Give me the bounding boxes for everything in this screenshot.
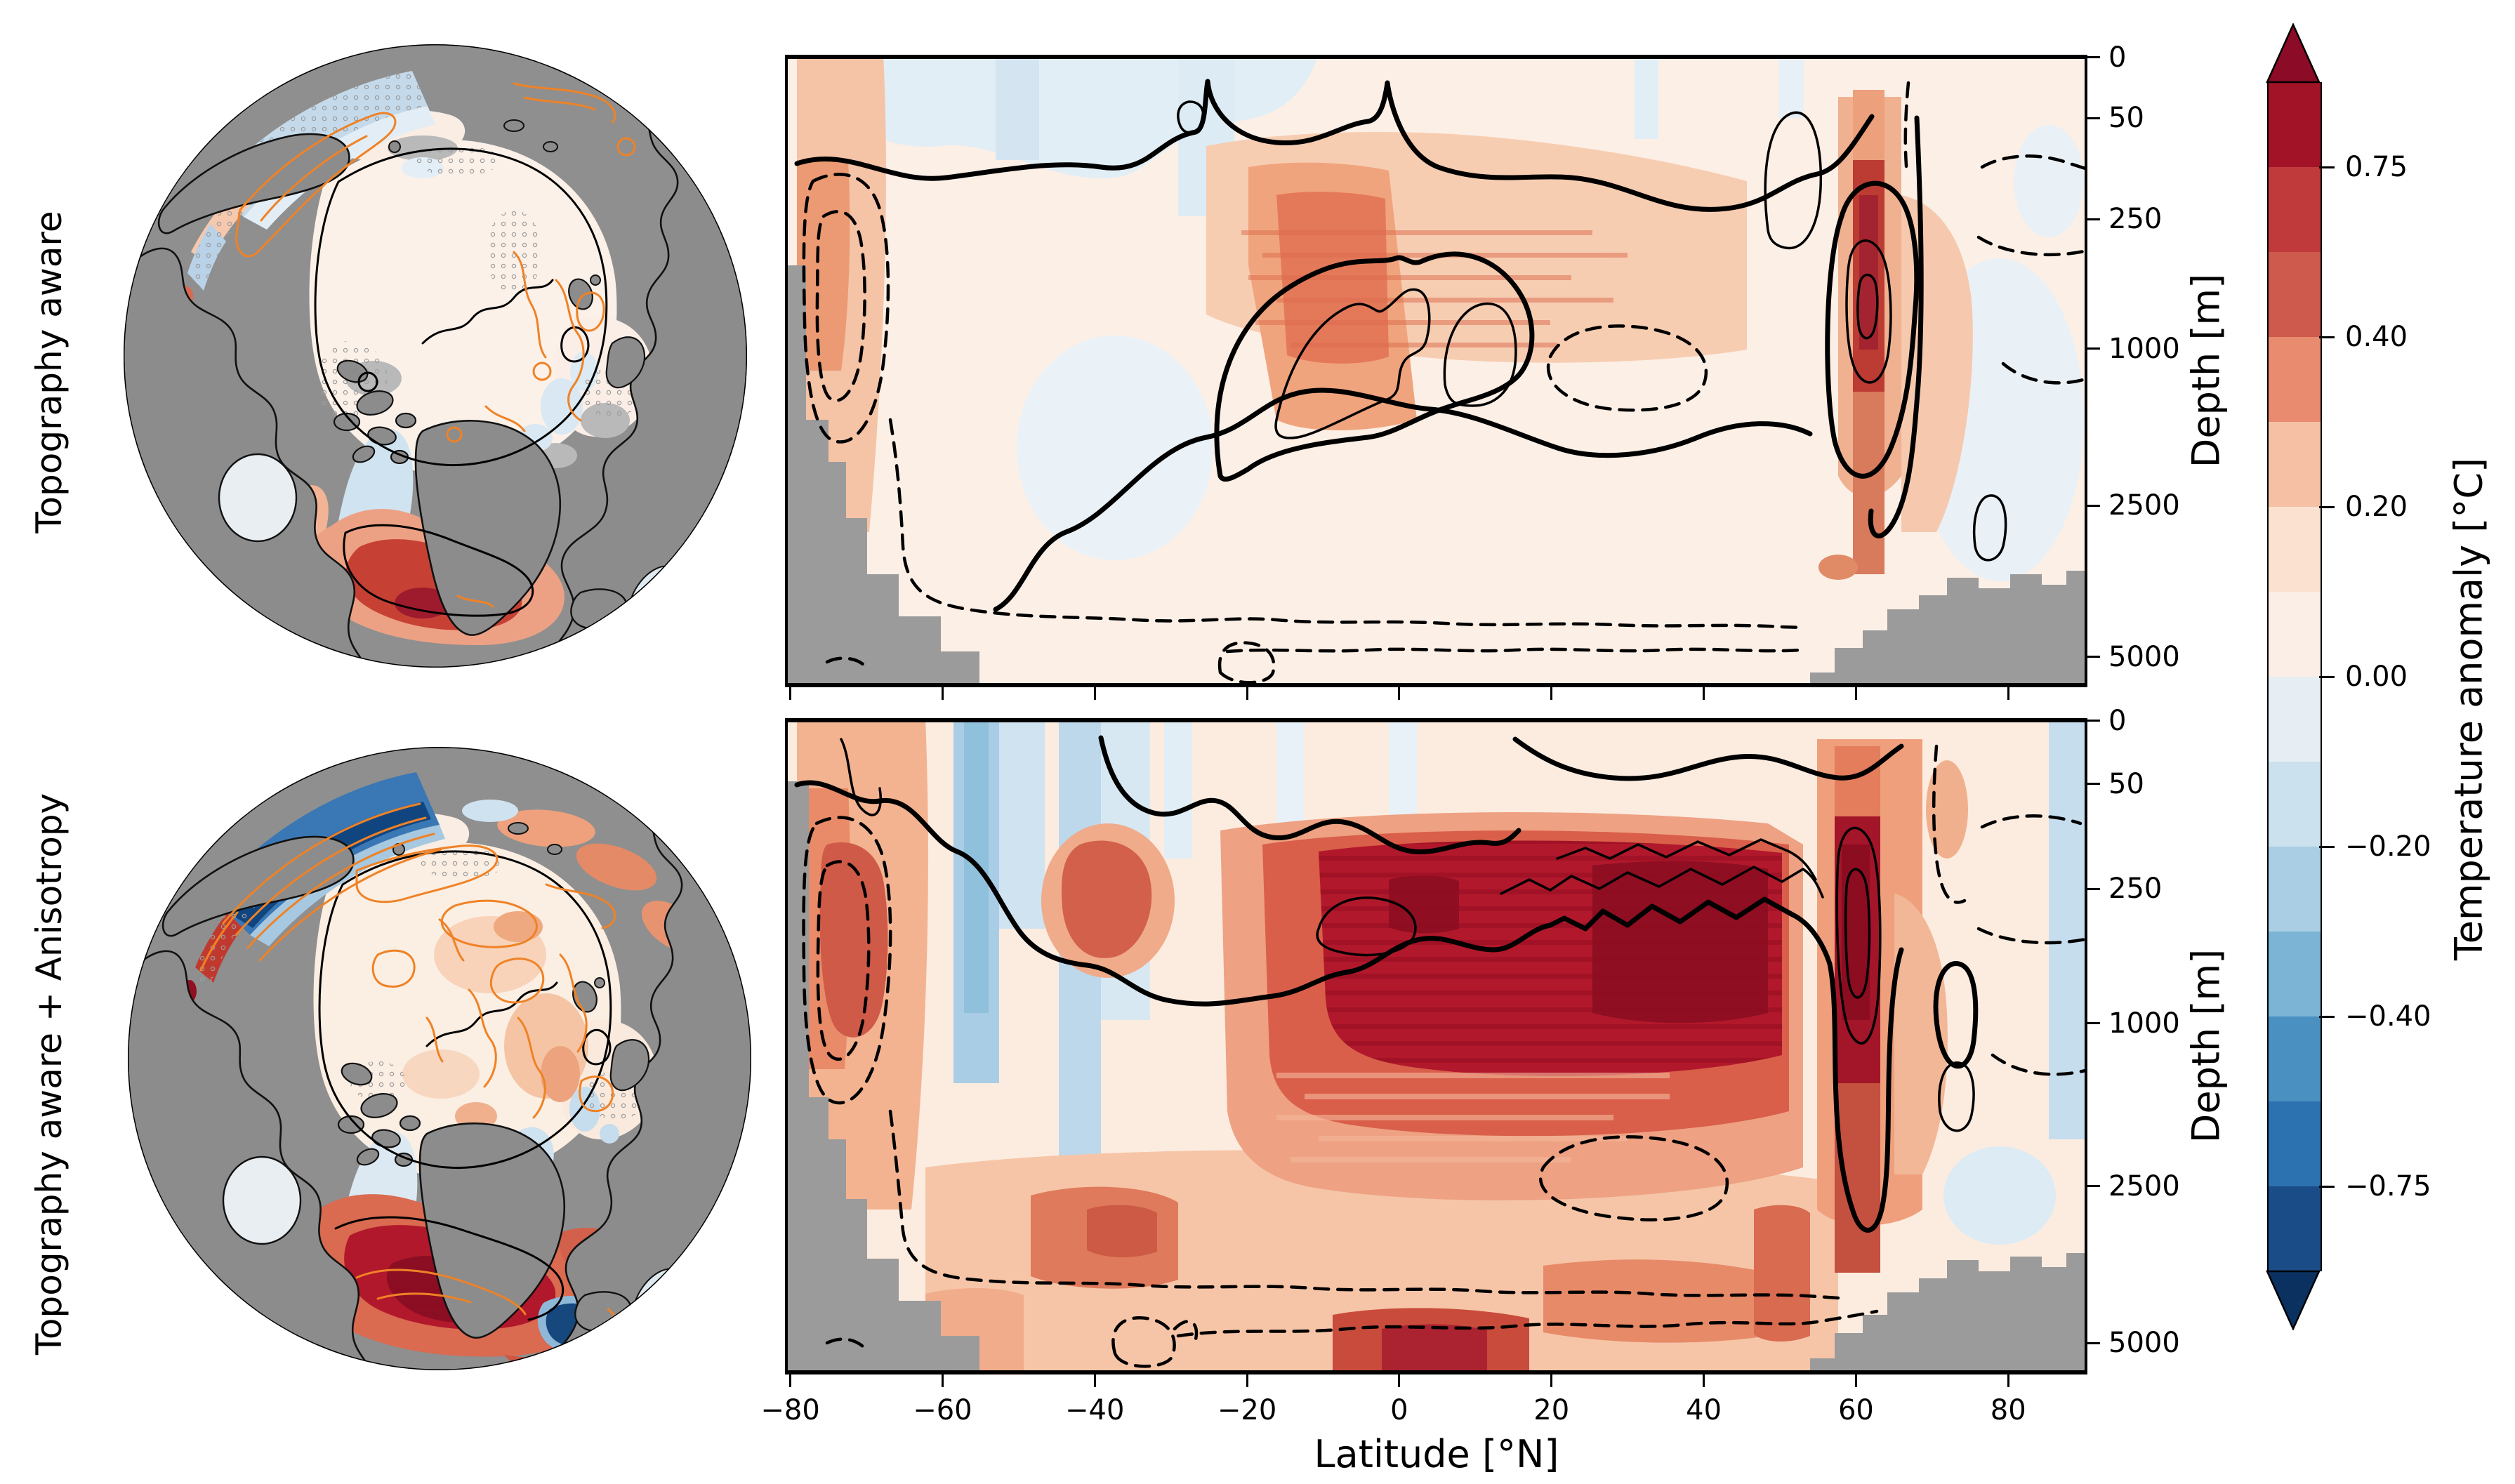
colorbar-tick-mark-0.40 (2319, 336, 2335, 338)
x-tick-mark-bottom-0 (1398, 1374, 1401, 1387)
colorbar-segment-1 (2267, 167, 2322, 252)
depth-tick-label-top-5000: 5000 (2108, 640, 2180, 673)
x-tick-label-−20: −20 (1217, 1394, 1277, 1426)
colorbar (2267, 82, 2322, 1271)
x-tick-mark-bottom-−80 (789, 1374, 792, 1387)
colorbar-segment-12 (2267, 1101, 2322, 1186)
x-tick-mark-top-−60 (941, 687, 944, 700)
depth-tick-label-bot-50: 50 (2108, 767, 2144, 800)
depth-tick-mark-top-50 (2087, 117, 2100, 119)
x-tick-label-40: 40 (1686, 1394, 1722, 1426)
colorbar-tick-label-0.00: 0.00 (2345, 661, 2408, 693)
x-tick-label-0: 0 (1390, 1394, 1408, 1426)
section-topography-aware-anisotropy (785, 718, 2087, 1374)
depth-tick-label-top-1000: 1000 (2108, 332, 2180, 365)
row-label-topography-aware-anisotropy: Topography aware + Anisotropy (29, 793, 70, 1356)
x-tick-mark-bottom-−60 (941, 1374, 944, 1387)
x-tick-label-−60: −60 (913, 1394, 972, 1426)
map-topography-aware (124, 44, 747, 668)
x-tick-label-−80: −80 (760, 1394, 820, 1426)
x-tick-mark-bottom-60 (1854, 1374, 1857, 1387)
colorbar-segment-9 (2267, 847, 2322, 932)
depth-tick-label-bot-1000: 1000 (2108, 1007, 2180, 1040)
depth-tick-label-top-50: 50 (2108, 102, 2144, 135)
depth-tick-mark-bot-50 (2087, 783, 2100, 785)
depth-tick-label-top-0: 0 (2108, 41, 2127, 74)
x-tick-mark-bottom-−20 (1246, 1374, 1248, 1387)
x-tick-mark-top-20 (1550, 687, 1553, 700)
colorbar-segment-6 (2267, 592, 2322, 677)
colorbar-tick-label-−0.40: −0.40 (2345, 1000, 2431, 1033)
depth-tick-mark-bot-0 (2087, 720, 2100, 722)
colorbar-segment-10 (2267, 932, 2322, 1016)
depth-tick-label-bot-0: 0 (2108, 704, 2127, 737)
x-tick-mark-top-−20 (1246, 687, 1248, 700)
x-tick-label-−40: −40 (1065, 1394, 1125, 1426)
x-tick-mark-top-40 (1703, 687, 1705, 700)
depth-tick-label-bot-250: 250 (2108, 873, 2163, 906)
x-tick-mark-bottom-20 (1550, 1374, 1553, 1387)
colorbar-segment-4 (2267, 422, 2322, 507)
depth-tick-mark-bot-250 (2087, 887, 2100, 890)
colorbar-arrows (2266, 23, 2321, 1330)
depth-tick-label-bot-5000: 5000 (2108, 1327, 2180, 1360)
colorbar-tick-mark-0.00 (2319, 675, 2335, 678)
depth-tick-mark-top-5000 (2087, 656, 2100, 658)
x-tick-mark-top-−40 (1093, 687, 1096, 700)
x-tick-mark-bottom-80 (2007, 1374, 2009, 1387)
x-tick-mark-bottom-−40 (1093, 1374, 1096, 1387)
colorbar-tick-mark-−0.20 (2319, 845, 2335, 848)
colorbar-segment-5 (2267, 507, 2322, 592)
colorbar-tick-mark-−0.75 (2319, 1185, 2335, 1188)
x-tick-mark-bottom-40 (1703, 1374, 1705, 1387)
x-tick-label-80: 80 (1990, 1394, 2026, 1426)
x-tick-label-60: 60 (1837, 1394, 1874, 1426)
depth-tick-mark-bot-5000 (2087, 1341, 2100, 1344)
colorbar-tick-mark-−0.40 (2319, 1015, 2335, 1018)
hudson-bay (218, 453, 298, 543)
colorbar-segment-13 (2267, 1186, 2322, 1271)
depth-tick-mark-top-1000 (2087, 347, 2100, 350)
x-axis-label: Latitude [°N] (1314, 1432, 1559, 1476)
depth-axis-label-top: Depth [m] (2184, 273, 2229, 468)
x-tick-mark-top-−80 (789, 687, 792, 700)
map-topography-aware-anisotropy (128, 747, 751, 1370)
depth-tick-label-top-2500: 2500 (2108, 489, 2180, 522)
depth-tick-label-top-250: 250 (2108, 203, 2163, 236)
x-tick-mark-top-60 (1854, 687, 1857, 700)
colorbar-tick-label-−0.20: −0.20 (2345, 830, 2431, 863)
colorbar-tick-label-0.40: 0.40 (2345, 321, 2408, 353)
colorbar-segment-0 (2267, 82, 2322, 167)
depth-tick-mark-top-0 (2087, 56, 2100, 59)
row-label-topography-aware: Topography aware (29, 211, 70, 534)
colorbar-tick-label-−0.75: −0.75 (2345, 1170, 2431, 1203)
colorbar-tick-mark-0.20 (2319, 505, 2335, 508)
x-tick-mark-top-0 (1398, 687, 1401, 700)
colorbar-segment-8 (2267, 762, 2322, 847)
colorbar-segment-7 (2267, 677, 2322, 762)
depth-tick-label-bot-2500: 2500 (2108, 1170, 2180, 1203)
colorbar-segment-2 (2267, 252, 2322, 337)
x-tick-mark-top-80 (2007, 687, 2009, 700)
depth-tick-mark-bot-2500 (2087, 1185, 2100, 1188)
depth-tick-mark-bot-1000 (2087, 1022, 2100, 1025)
depth-axis-label-bottom: Depth [m] (2184, 948, 2229, 1144)
depth-tick-mark-top-250 (2087, 218, 2100, 220)
colorbar-segment-3 (2267, 337, 2322, 422)
colorbar-tick-label-0.75: 0.75 (2345, 151, 2408, 183)
colorbar-segment-11 (2267, 1016, 2322, 1101)
colorbar-label: Temperature anomaly [°C] (2446, 457, 2491, 961)
x-tick-label-20: 20 (1533, 1394, 1570, 1426)
colorbar-tick-label-0.20: 0.20 (2345, 491, 2408, 523)
colorbar-tick-mark-0.75 (2319, 166, 2335, 168)
depth-tick-mark-top-2500 (2087, 504, 2100, 507)
section-topography-aware (785, 55, 2087, 687)
